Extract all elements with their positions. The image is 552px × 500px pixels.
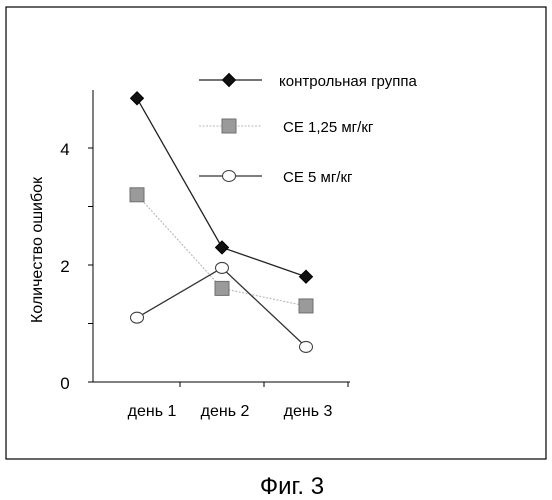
legend-marker [223,171,236,182]
data-point [299,299,313,313]
data-point [131,312,144,323]
data-point [300,341,313,352]
data-point [130,188,144,202]
legend-marker [222,119,236,133]
x-tick-label: день 2 [201,403,250,420]
chart-frame [6,7,546,459]
plot-area: 0 2 4 день 1 день 2 день 3 [60,90,350,420]
data-point [216,241,229,254]
data-point [131,92,144,105]
figure-caption: Фиг. 3 [260,473,324,500]
data-point [216,262,229,273]
y-tick-label: 4 [60,140,69,159]
y-tick-label: 0 [60,374,69,393]
x-tick-label: день 3 [284,403,333,420]
legend-label: СЕ 5 мг/кг [283,169,353,186]
y-axis-label: Количество ошибок [29,176,46,323]
data-point [215,281,229,295]
legend-marker [223,74,236,87]
series-line [137,268,306,347]
data-point [300,270,313,283]
y-tick-label: 2 [60,257,69,276]
legend: контрольная группа СЕ 1,25 мг/кг СЕ 5 мг/к… [199,73,417,186]
x-tick-label: день 1 [128,403,177,420]
legend-label: СЕ 1,25 мг/кг [283,119,374,136]
legend-label: контрольная группа [279,73,417,90]
